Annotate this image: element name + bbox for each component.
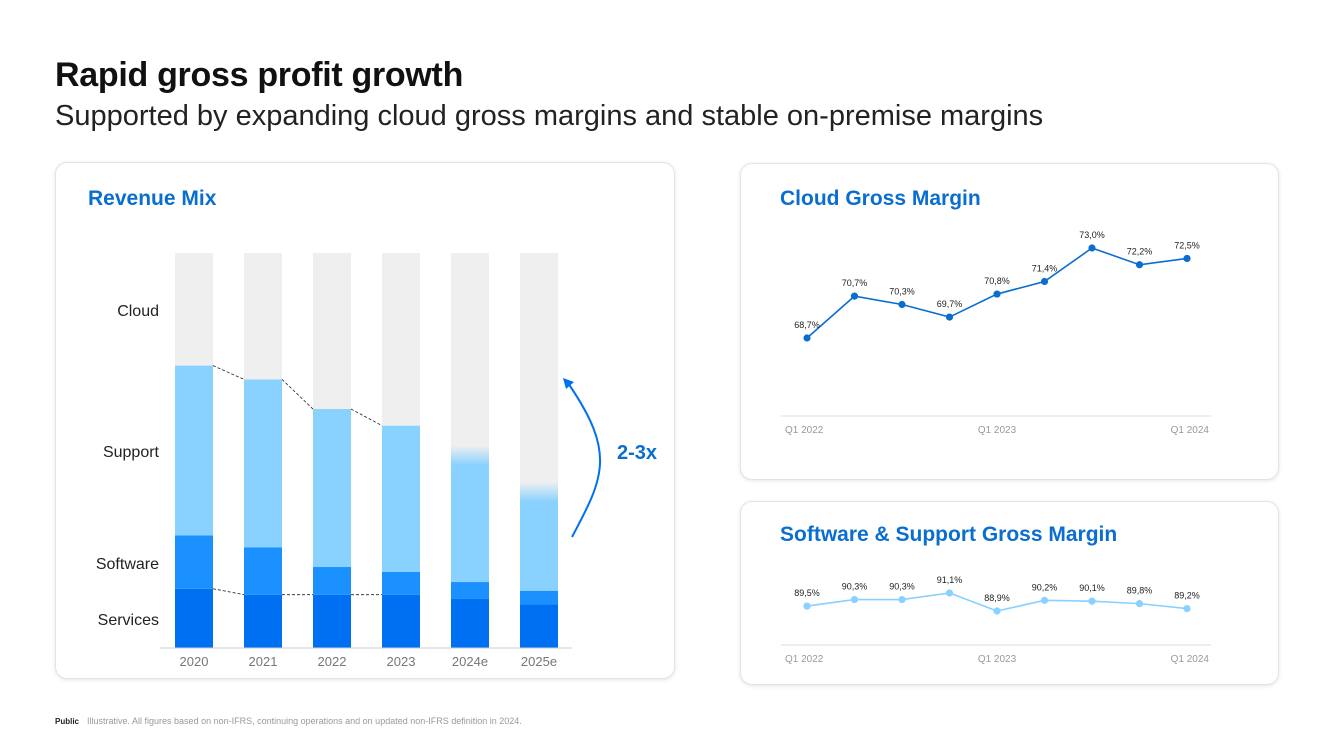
bar-software-2022: [313, 567, 351, 595]
bar-software-2024e: [451, 582, 489, 599]
software-support-margin-card: Software & Support Gross Margin 89,5% 90,…: [740, 501, 1279, 685]
bar-cloud-2021: [244, 253, 282, 380]
software-support-margin-chart: 89,5% 90,3% 90,3% 91,1% 88,9% 90,2% 90,1% 89,8%…: [781, 575, 1211, 665]
bar-software-2025e: [520, 590, 558, 605]
x-tick-2024e: 2024e: [452, 654, 488, 669]
footnote: Illustrative. All figures based on non-I…: [87, 716, 522, 726]
segment-label-support: Support: [103, 444, 160, 461]
x-tick-q1-2024: Q1 2024: [1171, 425, 1210, 436]
cloud-gross-margin-chart: 68,7% 70,7% 70,3% 69,7% 70,8% 71,4% 73,0% 72,2%…: [781, 230, 1211, 436]
revenue-mix-chart: 2020 2021 2022 2023 2024e 2025e Services Softwa…: [96, 253, 657, 669]
point-label-q4-2023: 72,2%: [1127, 247, 1153, 257]
page-title: Rapid gross profit growth: [55, 56, 464, 94]
bar-software-2021: [244, 547, 282, 595]
bar-software-2020: [175, 535, 213, 589]
x-tick-q1-2024: Q1 2024: [1171, 654, 1210, 665]
connector-services-0: [212, 588, 245, 596]
footer: Public Illustrative. All figures based on…: [55, 716, 522, 726]
bar-support-2023: [382, 425, 420, 572]
bar-software-2023: [382, 571, 420, 595]
bar-support-2022: [313, 409, 351, 568]
point-q3-2022: [898, 595, 906, 604]
point-label-q3-2022: 90,3%: [889, 582, 915, 592]
bar-fade-2024e: [451, 445, 489, 466]
bar-fade-2025e: [520, 481, 558, 502]
growth-annotation: 2-3x: [617, 442, 657, 464]
point-q4-2023: [1135, 600, 1144, 608]
bar-services-2024e: [451, 598, 489, 648]
point-label-q2-2023: 90,2%: [1032, 582, 1058, 592]
bar-services-2022: [313, 594, 351, 648]
point-label-q3-2023: 90,1%: [1079, 583, 1105, 593]
point-q4-2023: [1135, 261, 1144, 269]
x-tick-q1-2023: Q1 2023: [978, 654, 1017, 665]
growth-arrow-head: [563, 378, 574, 389]
point-label-q1-2022: 68,7%: [794, 320, 820, 330]
point-q4-2022: [945, 589, 954, 597]
point-label-q1-2024: 72,5%: [1174, 240, 1200, 250]
point-label-q4-2022: 91,1%: [937, 575, 963, 585]
revenue-mix-card: Revenue Mix 2020 2021 2022 2023 2024e 2025e Se…: [55, 162, 675, 679]
connector-cloud-2: [350, 408, 383, 426]
point-q3-2023: [1088, 597, 1096, 605]
bar-cloud-2024e: [451, 253, 489, 464]
x-tick-q1-2022: Q1 2022: [785, 654, 824, 665]
x-tick-q1-2022: Q1 2022: [785, 425, 824, 436]
bar-services-2021: [244, 594, 282, 648]
point-q1-2024: [1183, 254, 1191, 263]
point-q1-2024: [1183, 604, 1191, 613]
cloud-gross-margin-card: Cloud Gross Margin 68,7% 70,7% 70,3% 69,7% 7…: [740, 163, 1279, 480]
point-label-q2-2023: 71,4%: [1032, 263, 1058, 273]
point-q2-2022: [850, 292, 859, 300]
point-q1-2023: [993, 290, 1001, 298]
x-tick-q1-2023: Q1 2023: [978, 425, 1017, 436]
point-q1-2022: [803, 334, 811, 342]
point-q2-2023: [1040, 596, 1049, 604]
x-tick-2020: 2020: [180, 654, 209, 669]
x-tick-2021: 2021: [249, 654, 278, 669]
segment-label-services: Services: [98, 612, 159, 629]
bar-cloud-2023: [382, 253, 420, 426]
point-label-q1-2023: 88,9%: [984, 593, 1010, 603]
bar-support-2025e: [520, 499, 558, 591]
point-label-q1-2024: 89,2%: [1174, 591, 1200, 601]
point-q2-2022: [850, 595, 859, 604]
point-label-q1-2022: 89,5%: [794, 588, 820, 598]
bar-services-2025e: [520, 604, 558, 648]
page-subtitle: Supported by expanding cloud gross margi…: [55, 100, 1044, 132]
segment-label-software: Software: [96, 556, 159, 573]
software-support-margin-title: Software & Support Gross Margin: [780, 523, 1118, 546]
bar-services-2023: [382, 594, 420, 648]
point-q2-2023: [1040, 277, 1049, 286]
point-q3-2023: [1088, 244, 1096, 252]
point-label-q2-2022: 90,3%: [842, 582, 868, 592]
bar-support-2021: [244, 379, 282, 548]
point-label-q4-2022: 69,7%: [937, 299, 963, 309]
classification-label: Public: [55, 717, 80, 726]
point-label-q3-2023: 73,0%: [1079, 230, 1105, 240]
connector-cloud-1: [281, 379, 314, 410]
point-label-q2-2022: 70,7%: [842, 278, 868, 288]
growth-arrow: [567, 382, 601, 538]
bar-services-2020: [175, 588, 213, 648]
x-tick-2022: 2022: [318, 654, 347, 669]
connector-cloud-0: [212, 365, 245, 380]
bar-cloud-2020: [175, 253, 213, 366]
bar-cloud-2025e: [520, 253, 558, 500]
bar-support-2024e: [451, 463, 489, 583]
revenue-mix-title: Revenue Mix: [88, 187, 217, 210]
point-q1-2023: [993, 607, 1001, 615]
cloud-gross-margin-title: Cloud Gross Margin: [780, 187, 981, 210]
bar-support-2020: [175, 365, 213, 536]
x-tick-2025e: 2025e: [521, 654, 557, 669]
x-tick-2023: 2023: [387, 654, 416, 669]
point-label-q3-2022: 70,3%: [889, 287, 915, 297]
bar-cloud-2022: [313, 253, 351, 410]
point-q4-2022: [945, 313, 954, 321]
point-label-q4-2023: 89,8%: [1127, 586, 1153, 596]
point-q1-2022: [803, 602, 811, 610]
point-label-q1-2023: 70,8%: [984, 276, 1010, 286]
point-q3-2022: [898, 300, 906, 309]
segment-label-cloud: Cloud: [117, 303, 159, 320]
